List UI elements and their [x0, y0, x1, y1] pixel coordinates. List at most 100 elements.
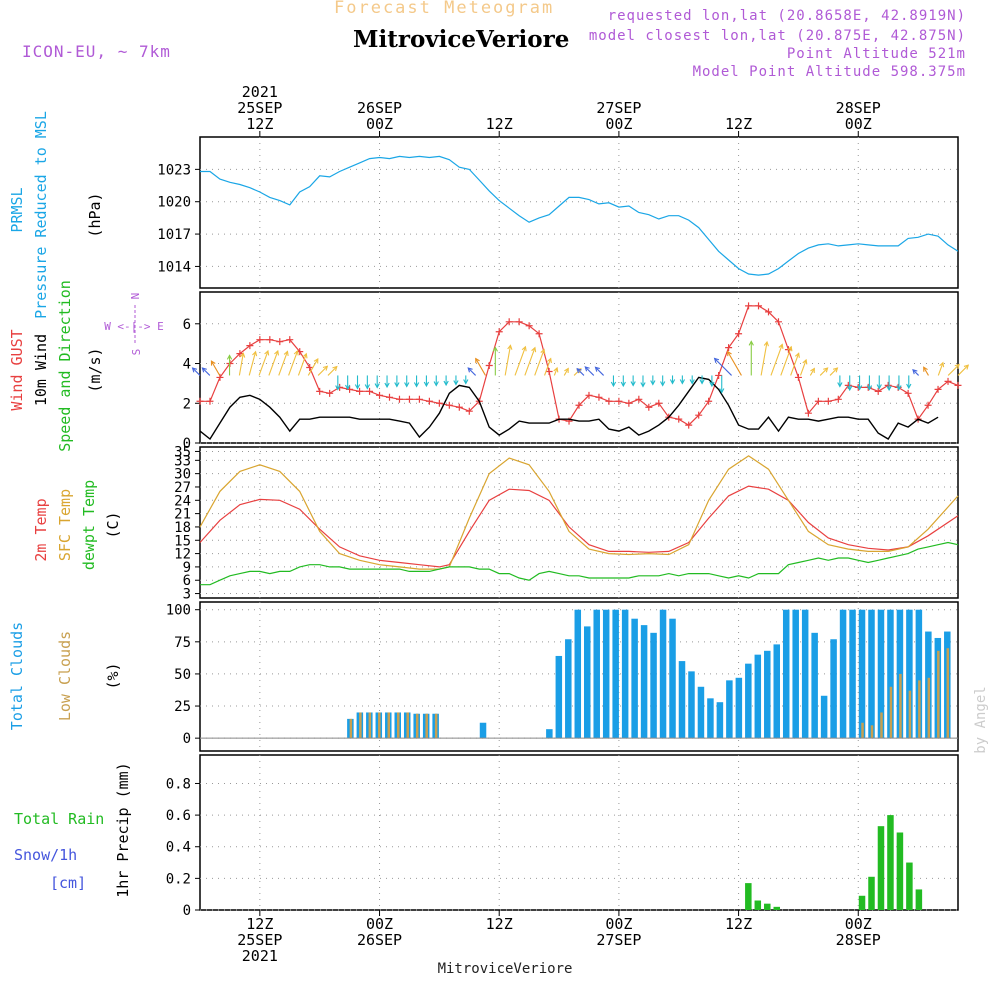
wind-arrow-shaft: [268, 350, 279, 376]
wind-arrow-head: [240, 352, 246, 358]
bottom-time-label: 25SEP: [237, 931, 282, 949]
wind-direction-arrow: [201, 367, 211, 376]
wind-arrow-head: [354, 384, 361, 390]
wind-direction-arrow: [475, 357, 486, 376]
wind-direction-arrow: [404, 375, 410, 388]
wind-arrow-head: [847, 385, 853, 392]
wind-arrow-head: [650, 380, 656, 386]
wind-direction-arrow: [669, 375, 676, 385]
wind-arrow-head: [640, 382, 646, 388]
gust-marker: [934, 385, 942, 393]
wind-direction-arrow: [354, 375, 361, 390]
total-cloud-bar: [811, 632, 818, 739]
total-cloud-bar: [678, 661, 686, 739]
wind-arrow-head: [630, 381, 636, 387]
low-cloud-bar: [425, 713, 428, 739]
rain-bar: [915, 889, 923, 910]
wind-arrow-shaft: [770, 344, 783, 376]
temp2m-label: 2m Temp: [32, 498, 50, 561]
wind-direction-arrow: [553, 366, 559, 376]
low-cloud-bar: [889, 686, 893, 739]
top-time-label: 00Z: [366, 115, 393, 133]
gust-marker: [685, 421, 693, 429]
wind-direction-arrow: [278, 350, 289, 376]
compass-south: S: [130, 349, 143, 356]
wind-direction-arrow: [364, 375, 370, 390]
total-cloud-bar: [906, 609, 913, 739]
y-tick-label: 75: [174, 635, 191, 651]
top-time-label: 26SEP: [357, 99, 402, 117]
y-tick-label: 1020: [157, 195, 191, 211]
low-cloud-bar: [899, 673, 902, 739]
wind-arrow-shaft: [957, 364, 969, 376]
top-time-label: 25SEP: [237, 99, 282, 117]
wind-arrow-head: [413, 382, 420, 388]
wind-arrow-shaft: [790, 353, 800, 376]
low-clouds-label: Low Clouds: [56, 631, 74, 721]
wind-direction-arrow: [713, 357, 732, 376]
wind-direction-arrow: [210, 360, 221, 376]
y-tick-label: 2: [183, 396, 191, 412]
gust-marker: [236, 350, 244, 358]
wind-arrow-head: [823, 367, 829, 373]
wind-direction-arrow: [534, 348, 546, 376]
wind-direction-arrow: [719, 375, 725, 394]
gust-marker: [615, 397, 623, 405]
wind-arrow-shaft: [210, 360, 221, 376]
low-cloud-bar: [406, 712, 409, 739]
wind-arrow-shaft: [202, 367, 211, 376]
rain-bar: [745, 883, 752, 910]
wind-direction-arrow: [453, 375, 459, 386]
wind-arrow-shaft: [238, 353, 244, 376]
wind-direction-arrow: [563, 367, 569, 376]
wind-arrow-head: [546, 357, 552, 364]
wind-direction-arrow: [443, 375, 449, 387]
pressure-label: Pressure Reduced to MSL: [32, 111, 50, 319]
gust-marker: [405, 395, 413, 403]
gust-marker: [675, 415, 683, 423]
low-cloud-bar: [368, 712, 372, 739]
wind-arrow-shaft: [727, 351, 742, 376]
clouds-unit-label: (%): [104, 662, 122, 689]
wind-arrow-head: [787, 345, 793, 352]
y-tick-label: 0.8: [166, 776, 191, 792]
rain-bar: [754, 900, 762, 910]
wind-arrow-head: [576, 367, 582, 374]
wind-direction-arrow: [288, 349, 299, 376]
gust-marker: [605, 397, 613, 405]
total-cloud-bar: [830, 639, 837, 739]
wind-direction-arrow: [640, 375, 646, 388]
pressure-unit-label: (hPa): [86, 192, 104, 237]
wind-direction-arrow: [630, 375, 636, 387]
total-cloud-bar: [754, 654, 762, 739]
y-tick-label: 0.2: [166, 871, 191, 887]
gust-marker: [575, 401, 583, 409]
wind-arrow-head: [384, 382, 390, 389]
bottom-time-label: 2021: [242, 947, 278, 965]
wind-direction-arrow: [268, 349, 280, 376]
wind-arrow-shaft: [576, 368, 585, 376]
total-cloud-bar: [612, 609, 619, 739]
wind-direction-arrow: [837, 375, 843, 388]
wind-arrow-head: [886, 385, 892, 392]
rain-bar: [896, 832, 904, 910]
total-cloud-bar: [726, 680, 733, 739]
wind-direction-arrow: [327, 365, 338, 376]
panel-frame-3: [199, 601, 959, 752]
wind-arrow-head: [832, 367, 839, 373]
gust-marker: [306, 364, 314, 371]
sfc-temp-label: SFC Temp: [56, 489, 74, 561]
total-cloud-bar: [697, 686, 705, 739]
y-tick-label: 27: [174, 480, 191, 496]
wind-arrow-head: [610, 381, 617, 388]
gust-marker: [445, 401, 453, 409]
snow-label: Snow/1h: [14, 846, 77, 864]
wind-direction-arrow: [780, 345, 793, 376]
y-tick-label: 35: [174, 444, 191, 460]
wind-direction-arrow: [650, 375, 656, 386]
low-cloud-bar: [908, 690, 912, 739]
gust-marker: [425, 397, 433, 405]
gust-marker: [266, 336, 274, 344]
wind-arrow-head: [463, 379, 469, 385]
wind-arrow-shaft: [514, 346, 526, 376]
